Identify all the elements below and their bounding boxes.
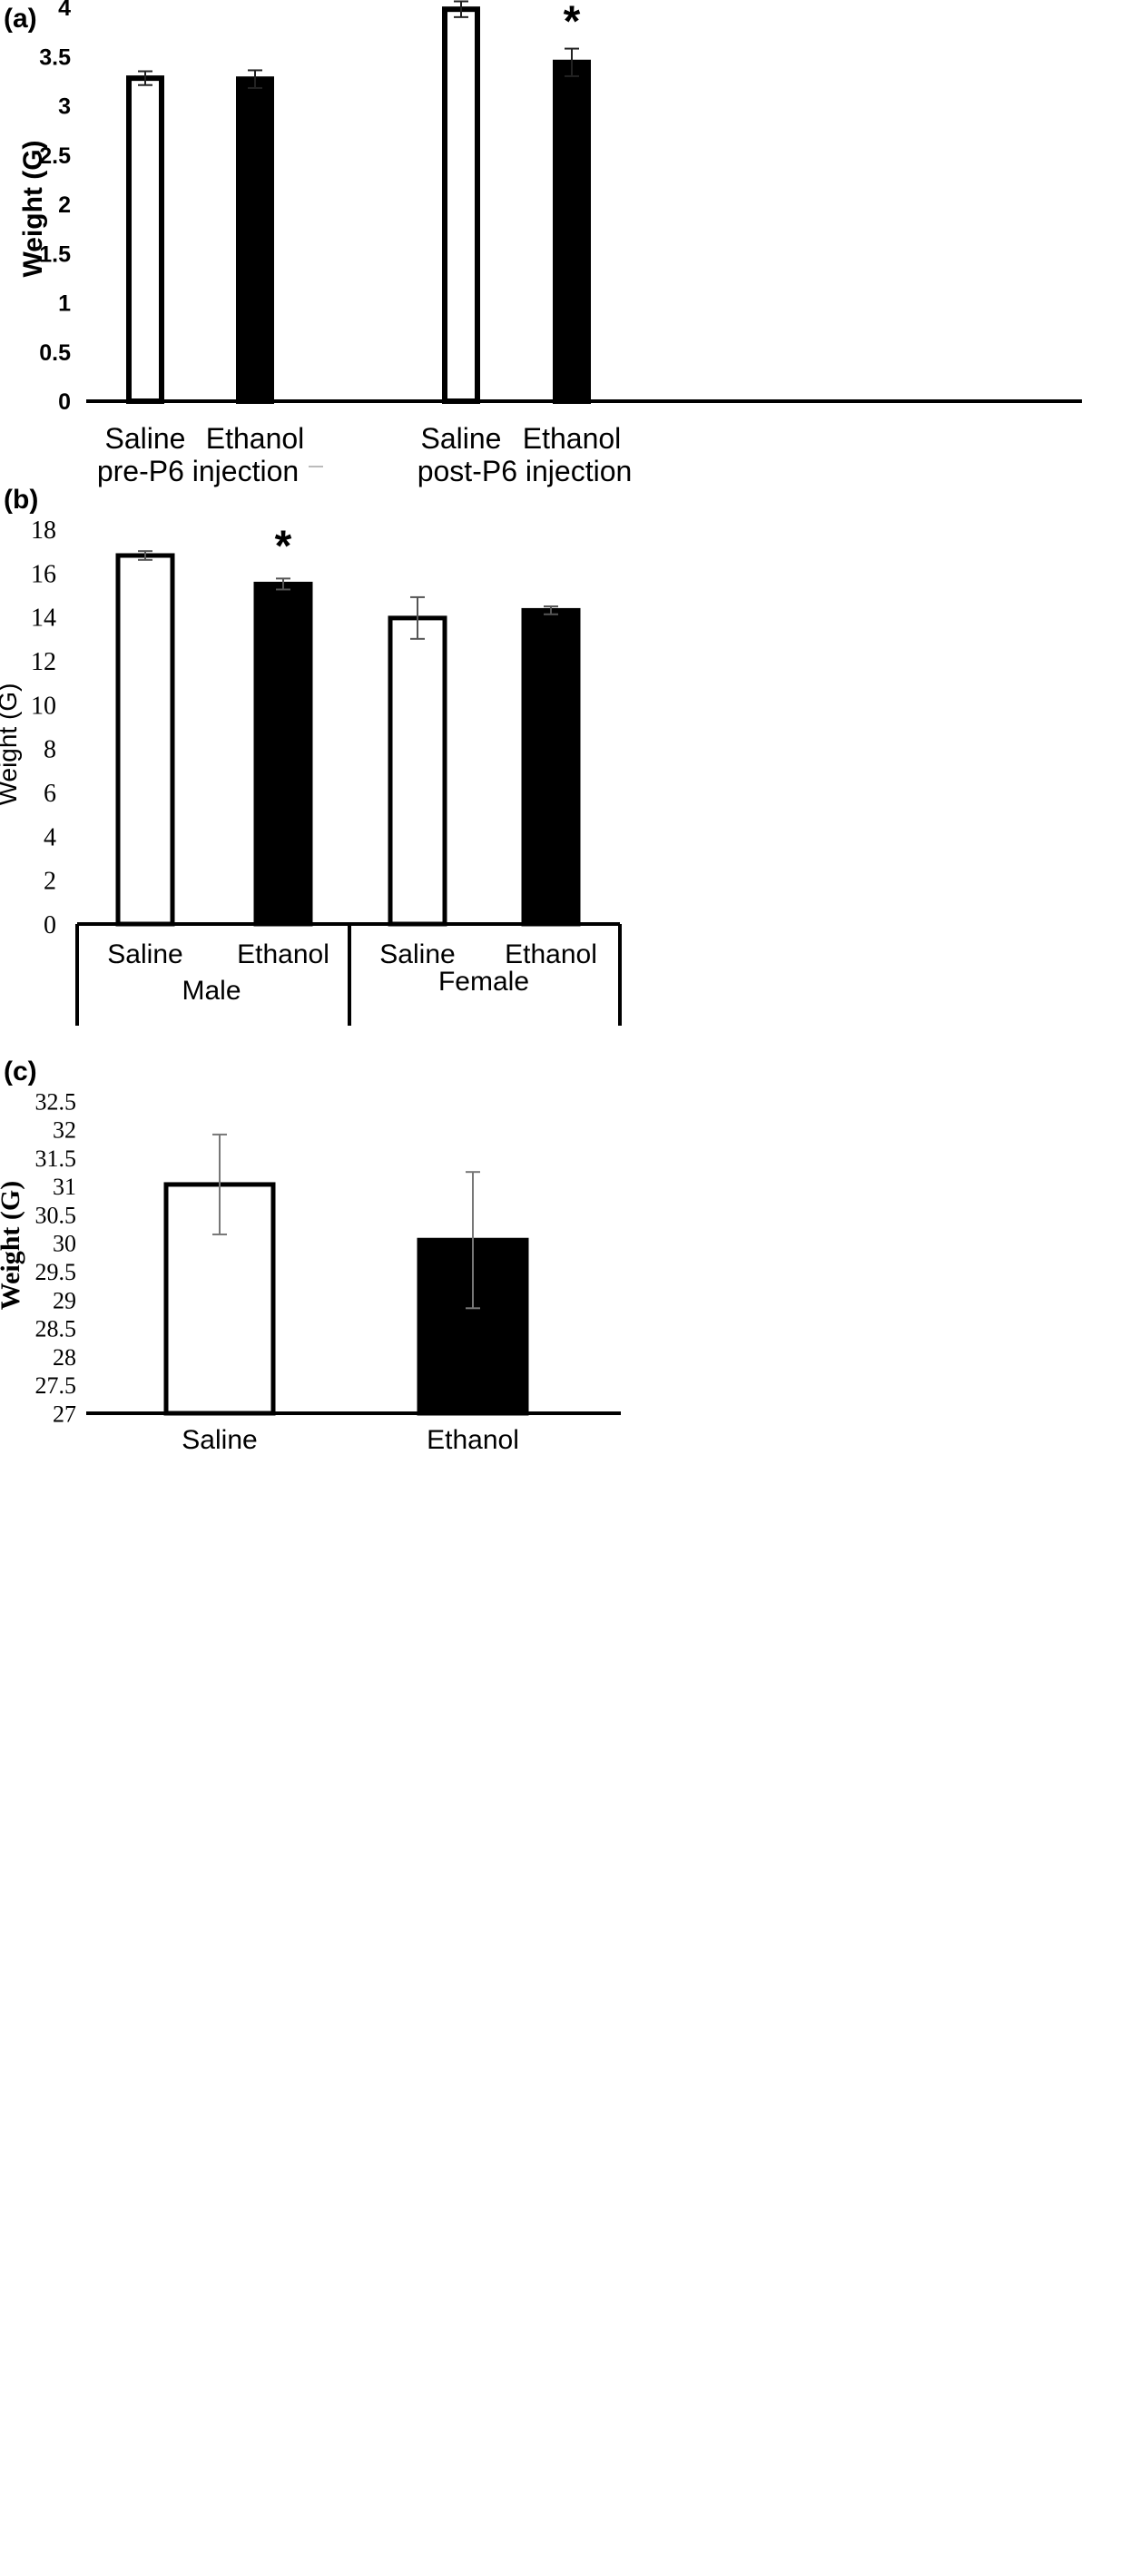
panel-b-x-tick-label: Saline [107, 939, 182, 969]
panel-b-y-tick-label: 8 [44, 736, 56, 764]
panel-c-x-tick-labels: Saline Ethanol [182, 1425, 519, 1455]
panel-a-x-tick-label: Saline [105, 422, 186, 455]
panel-b-y-tick-label: 14 [31, 605, 56, 633]
panel-b-group-male: Male [182, 976, 241, 1006]
panel-a-group-post: post-P6 injection [418, 455, 633, 487]
panel-b-y-tick-label: 16 [31, 560, 56, 588]
panel-b-bars: * [115, 522, 581, 927]
panel-a-y-tick-label: 4 [58, 0, 71, 21]
panel-a-y-tick-label: 2.5 [39, 143, 71, 169]
ethanol-bar [521, 607, 581, 927]
panel-c-y-tick-label: 32 [53, 1117, 76, 1144]
panel-a-x-tick-label: Ethanol [206, 422, 305, 455]
panel-c-x-tick-label: Saline [182, 1425, 257, 1455]
saline-bar [388, 615, 447, 927]
saline-bar [115, 553, 175, 927]
panel-a-y-tick-label: 1.5 [39, 241, 71, 267]
panel-c-y-tick-label: 31.5 [35, 1145, 77, 1172]
panel-b-x-tick-labels: Saline Ethanol Saline Ethanol [107, 939, 597, 969]
significance-asterisk: * [564, 0, 581, 46]
panel-c-y-axis-title: Weight (G) [0, 1181, 25, 1311]
panel-c-chart: (c) Weight (G) 2727.52828.52929.53030.53… [0, 1057, 621, 1455]
panel-a-y-tick-label: 3 [58, 94, 71, 120]
panel-a-y-tick-label: 1 [58, 291, 71, 317]
panel-b-y-tick-label: 6 [44, 780, 56, 808]
panel-a-group-pre: pre-P6 injection [97, 455, 299, 487]
panel-a-y-tick-label: 0 [58, 389, 71, 415]
panel-b-y-tick-label: 2 [44, 868, 56, 896]
panel-c-y-tick-label: 30 [53, 1231, 76, 1257]
panel-b-y-tick-label: 18 [31, 516, 56, 545]
panel-b-group-female: Female [438, 967, 529, 997]
panel-b-label: (b) [4, 485, 38, 515]
panel-a-y-axis-title: Weight (G) [18, 140, 48, 277]
panel-a-y-tick-label: 2 [58, 192, 71, 218]
panel-c-y-tick-label: 30.5 [35, 1202, 77, 1228]
panel-c-y-tick-label: 31 [53, 1174, 76, 1200]
panel-a-bars: * [126, 0, 591, 405]
panel-c-y-tick-label: 29 [53, 1287, 76, 1313]
panel-b-y-axis-title: Weight (G) [0, 683, 22, 806]
panel-c-y-tick-label: 28 [53, 1344, 76, 1371]
panel-a-y-tick-labels: 0 0.5 1 1.5 2 2.5 3 3.5 4 [39, 0, 71, 415]
panel-c-y-tick-label: 32.5 [35, 1088, 77, 1115]
panel-b-y-tick-label: 0 [44, 911, 56, 939]
panel-b-y-tick-label: 4 [44, 823, 56, 851]
panel-b-y-tick-label: 10 [31, 692, 56, 720]
panel-b-x-tick-label: Ethanol [505, 939, 597, 969]
panel-c-y-tick-label: 29.5 [35, 1259, 77, 1285]
panel-a-chart: (a) Weight (G) 0 0.5 1 1.5 2 2.5 3 3.5 4 * Salin… [4, 0, 1082, 487]
panel-c-y-tick-label: 27.5 [35, 1372, 77, 1399]
saline-bar [442, 6, 480, 404]
panel-c-label: (c) [4, 1057, 37, 1086]
panel-c-y-tick-label: 28.5 [35, 1316, 77, 1342]
saline-bar [126, 75, 164, 405]
panel-b-x-tick-label: Ethanol [237, 939, 329, 969]
ethanol-bar [253, 581, 313, 927]
panel-a-x-tick-labels: Saline Ethanol Saline Ethanol [105, 422, 622, 455]
panel-a-x-tick-label: Saline [421, 422, 502, 455]
ethanol-bar [553, 59, 591, 404]
panel-b-chart: (b) Weight (G) 0 2 4 6 8 10 12 14 16 18 * Saline E… [0, 485, 622, 1026]
ethanol-bar [236, 76, 274, 405]
panel-a-y-tick-label: 0.5 [39, 340, 71, 366]
panel-c-x-tick-label: Ethanol [427, 1425, 519, 1455]
panel-a-y-tick-label: 3.5 [39, 44, 71, 70]
panel-b-y-tick-label: 12 [31, 648, 56, 676]
panel-a-x-tick-label: Ethanol [523, 422, 622, 455]
panel-b-y-tick-labels: 0 2 4 6 8 10 12 14 16 18 [31, 516, 56, 939]
panel-c-bars [163, 1133, 529, 1416]
panel-c-y-tick-label: 27 [53, 1401, 76, 1427]
panel-b-x-tick-label: Saline [379, 939, 455, 969]
significance-asterisk: * [275, 522, 292, 570]
panel-a-label: (a) [4, 4, 37, 34]
